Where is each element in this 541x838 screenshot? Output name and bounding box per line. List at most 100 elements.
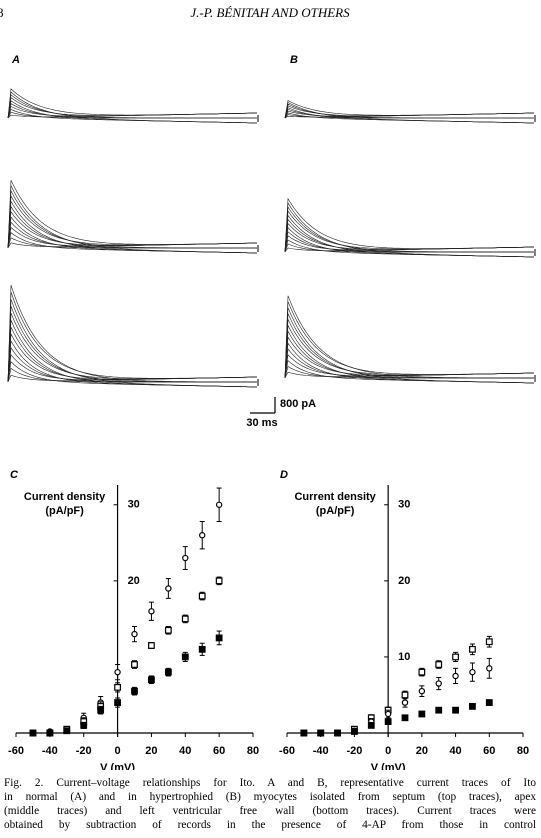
current-trace: [284, 295, 534, 379]
data-point: [215, 577, 223, 585]
chart-title: C: [10, 469, 19, 481]
data-point: [351, 728, 358, 735]
chart-title: D: [280, 469, 288, 481]
current-trace: [284, 101, 535, 124]
current-trace: [284, 206, 534, 253]
y-axis-label: (pA/pF): [316, 505, 355, 517]
x-tick-label: 60: [483, 745, 495, 757]
data-point: [97, 706, 105, 714]
panel-label: B: [290, 54, 298, 66]
data-point: [80, 721, 88, 729]
y-axis-label: (pA/pF): [45, 505, 84, 517]
data-point: [198, 645, 206, 653]
x-tick-label: 0: [385, 745, 391, 757]
current-trace: [7, 320, 258, 388]
current-trace: [284, 210, 535, 253]
y-tick-label: 30: [128, 499, 140, 511]
data-point: [148, 608, 155, 615]
y-tick-label: 20: [128, 575, 140, 587]
data-point: [198, 592, 206, 600]
x-tick-label: 20: [416, 745, 428, 757]
current-trace: [284, 197, 535, 253]
figure: 8 J.-P. BÉNITAH AND OTHERS A B 800 pA 30…: [0, 5, 536, 770]
current-trace: [7, 292, 258, 383]
data-point: [418, 668, 426, 676]
data-point: [435, 706, 443, 714]
scale-time: 30 ms: [246, 417, 277, 429]
data-point: [418, 687, 426, 695]
data-point: [114, 683, 121, 691]
x-tick-label: -20: [346, 745, 362, 757]
data-point: [131, 630, 138, 638]
current-trace: [7, 306, 257, 383]
x-tick-label: 20: [145, 745, 157, 757]
data-point: [401, 714, 409, 722]
current-trace: [7, 194, 258, 249]
page-number: 8: [0, 5, 4, 20]
data-point: [367, 721, 375, 729]
data-point: [165, 585, 172, 592]
caption-line: in normal (A) and in hypertrophied (B) m…: [4, 791, 536, 803]
data-point: [485, 638, 493, 646]
current-trace: [7, 285, 257, 383]
caption-line: obtained by subtraction of records in th…: [4, 819, 536, 831]
data-point: [384, 718, 392, 725]
data-point: [131, 661, 138, 668]
current-trace: [7, 94, 257, 119]
data-point: [114, 699, 121, 706]
x-tick-label: -40: [42, 745, 58, 757]
y-tick-label: 20: [398, 575, 410, 587]
data-point: [164, 626, 172, 634]
running-head: J.-P. BÉNITAH AND OTHERS: [190, 5, 350, 20]
current-trace: [7, 312, 258, 383]
x-tick-label: 0: [115, 745, 121, 757]
x-tick-label: -60: [279, 745, 295, 757]
current-trace: [7, 189, 257, 249]
y-axis-label: Current density: [24, 491, 106, 503]
data-point: [131, 687, 138, 695]
current-trace: [284, 307, 535, 384]
current-trace: [7, 91, 258, 124]
data-point: [300, 729, 308, 737]
data-point: [469, 668, 476, 676]
current-trace: [7, 106, 258, 119]
x-tick-label: 80: [517, 745, 529, 757]
x-tick-label: -40: [313, 745, 329, 757]
caption: Fig. 2. Current–voltage relationships fo…: [4, 776, 536, 832]
data-point: [485, 699, 493, 706]
data-point: [452, 653, 459, 661]
current-trace: [284, 202, 535, 258]
data-point: [164, 668, 172, 676]
data-point: [114, 668, 121, 676]
data-point: [182, 554, 189, 562]
x-tick-label: -20: [76, 745, 92, 757]
current-traces: [7, 88, 536, 388]
caption-line: (middle traces) and left ventricular fre…: [4, 805, 536, 817]
current-trace: [284, 318, 535, 379]
data-point: [148, 642, 155, 649]
x-tick-label: 80: [247, 745, 259, 757]
x-tick-label: 40: [179, 745, 191, 757]
current-trace: [284, 100, 535, 119]
data-point: [199, 532, 206, 539]
data-point: [401, 691, 409, 699]
data-point: [452, 706, 459, 714]
x-tick-label: 60: [213, 745, 225, 757]
caption-line: Fig. 2. Current–voltage relationships fo…: [4, 777, 536, 789]
data-point: [435, 661, 443, 668]
data-point: [181, 615, 189, 623]
scale-current: 800 pA: [280, 398, 316, 410]
data-point: [435, 680, 442, 687]
data-point: [148, 676, 155, 684]
data-point: [486, 665, 493, 672]
current-trace: [7, 88, 258, 119]
current-trace: [7, 180, 258, 249]
y-tick-label: 30: [398, 499, 410, 511]
data-point: [469, 645, 476, 653]
data-point: [181, 653, 189, 661]
data-point: [469, 702, 476, 710]
data-point: [317, 729, 325, 737]
data-point: [29, 729, 37, 737]
current-trace: [284, 301, 535, 379]
y-axis-label: Current density: [294, 491, 376, 503]
